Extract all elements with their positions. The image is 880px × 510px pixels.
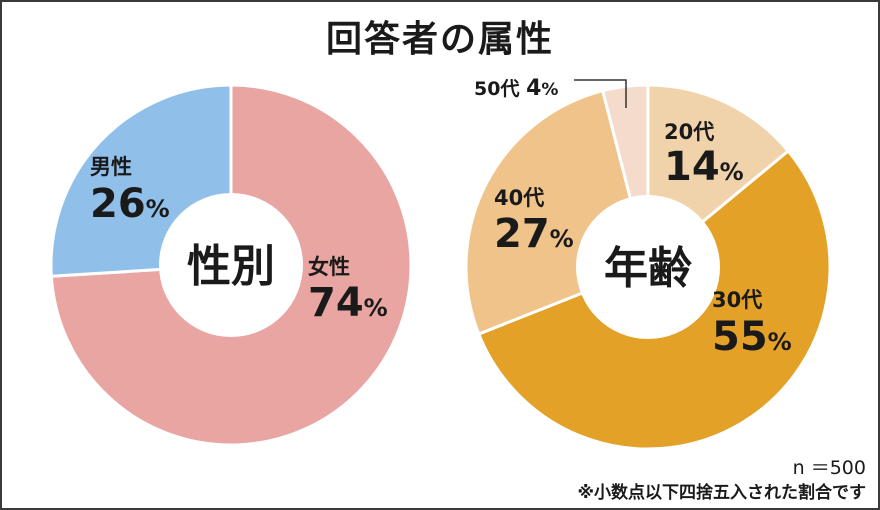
slice-value-0-1: 26% — [90, 181, 170, 227]
center-label-1: 年齢 — [604, 243, 692, 294]
slice-value-1-0: 14% — [664, 144, 744, 190]
sample-size: n ＝500 — [792, 457, 866, 479]
slice-value-0-0: 74% — [308, 280, 388, 326]
slice-value-1-2: 27% — [494, 211, 574, 257]
donut-hole-0 — [159, 193, 303, 337]
chart-title: 回答者の属性 — [325, 19, 554, 60]
slice-name-1-1: 30代 — [712, 288, 762, 312]
donut-hole-1 — [576, 195, 720, 339]
slice-name-0-0: 女性 — [308, 255, 350, 279]
slice-name-0-1: 男性 — [90, 155, 132, 179]
leader-line-1-3 — [574, 79, 627, 108]
rounding-note: ※小数点以下四捨五入された割合です — [577, 483, 866, 503]
slice-value-1-1: 55% — [712, 314, 792, 360]
slice-name-1-0: 20代 — [664, 120, 714, 144]
slice-name-1-2: 40代 — [494, 186, 544, 210]
slice-label-1-3: 50代 4% — [474, 76, 558, 101]
center-label-0: 性別 — [187, 241, 275, 292]
